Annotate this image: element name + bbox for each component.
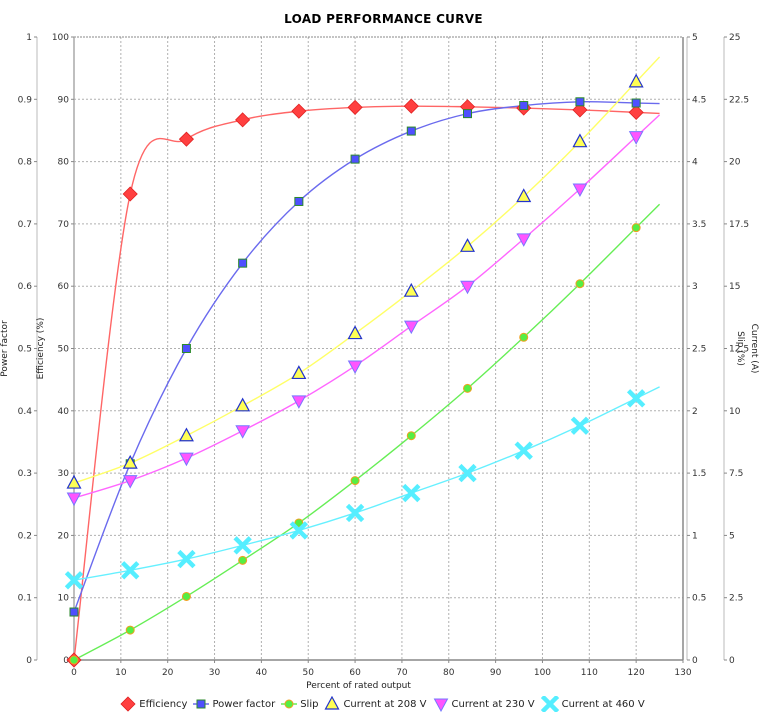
- x-tick-label: 0: [71, 668, 77, 678]
- square-marker-icon: [193, 699, 210, 709]
- power-factor-tick-label: 0.4: [18, 407, 33, 417]
- x-tick-label: 50: [303, 668, 315, 678]
- efficiency-tick-label: 40: [58, 407, 70, 417]
- x-tick-label: 10: [115, 668, 127, 678]
- efficiency-tick-label: 90: [58, 95, 70, 105]
- slip-markers: [69, 223, 641, 665]
- slip-tick-label: 0.5: [692, 594, 706, 604]
- x-tick-label: 70: [396, 668, 408, 678]
- efficiency-tick-label: 20: [58, 531, 70, 541]
- current-tick-label: 2.5: [729, 594, 743, 604]
- current-tick-label: 25: [729, 33, 740, 43]
- current-at-230-v-markers: [66, 131, 644, 507]
- power-factor-tick-label: 0.2: [18, 531, 32, 541]
- slip-tick-label: 2.5: [692, 345, 706, 355]
- slip-tick-label: 3.5: [692, 220, 706, 230]
- x-tick-label: 20: [162, 668, 174, 678]
- legend-item-efficiency: Efficiency: [120, 696, 187, 712]
- x-tick-label: 100: [534, 668, 551, 678]
- power-factor-tick-label: 0.1: [18, 594, 32, 604]
- efficiency-tick-label: 60: [58, 282, 70, 292]
- legend-item-current-at-460-v: Current at 460 V: [540, 696, 645, 712]
- power-factor-markers: [69, 97, 641, 617]
- slip-tick-label: 4: [692, 158, 698, 168]
- diamond-marker-icon: [120, 696, 136, 712]
- legend-label: Current at 208 V: [343, 698, 427, 710]
- x-tick-label: 120: [628, 668, 645, 678]
- x-tick-label: 130: [674, 668, 691, 678]
- slip-axis-label: Slip (%): [735, 331, 745, 366]
- current-tick-label: 22.5: [729, 95, 749, 105]
- legend-item-current-at-230-v: Current at 230 V: [433, 696, 535, 712]
- power-factor-axis-label: Power factor: [0, 320, 10, 377]
- legend-label: Slip: [300, 698, 319, 710]
- current-tick-label: 10: [729, 407, 741, 417]
- current-tick-label: 5: [729, 531, 735, 541]
- slip-tick-label: 4.5: [692, 95, 706, 105]
- slip-tick-label: 1.5: [692, 469, 706, 479]
- current-at-208-v-markers: [66, 73, 644, 489]
- slip-tick-label: 2: [692, 407, 698, 417]
- legend-item-current-at-208-v: Current at 208 V: [324, 696, 427, 712]
- current-axis-label: Current (A): [749, 324, 759, 374]
- current-tick-label: 7.5: [729, 469, 743, 479]
- legend-label: Current at 460 V: [561, 698, 645, 710]
- efficiency-axis-label: Efficiency (%): [36, 318, 46, 380]
- efficiency-tick-label: 0: [63, 656, 69, 666]
- power-factor-tick-label: 1: [26, 33, 32, 43]
- legend-item-slip: Slip: [281, 696, 318, 712]
- efficiency-tick-label: 10: [58, 594, 70, 604]
- current-tick-label: 15: [729, 282, 740, 292]
- power-factor-tick-label: 0.9: [18, 95, 33, 105]
- x-tick-label: 110: [581, 668, 598, 678]
- x-tick-label: 40: [256, 668, 268, 678]
- legend-label: Efficiency: [139, 698, 188, 710]
- x-tick-label: 60: [349, 668, 361, 678]
- current-tick-label: 17.5: [729, 220, 749, 230]
- power-factor-tick-label: 0: [26, 656, 32, 666]
- power-factor-tick-label: 0.3: [18, 469, 32, 479]
- power-factor-tick-label: 0.6: [18, 282, 33, 292]
- legend: Efficiency Power factor Slip Current at 208…: [0, 696, 767, 712]
- triangle-up-marker-icon: [324, 696, 340, 710]
- legend-label: Current at 230 V: [451, 698, 535, 710]
- current-tick-label: 12.5: [729, 345, 749, 355]
- x-tick-label: 90: [490, 668, 502, 678]
- current-tick-label: 20: [729, 158, 741, 168]
- efficiency-tick-label: 70: [58, 220, 70, 230]
- efficiency-tick-label: 30: [58, 469, 70, 479]
- power-factor-tick-label: 0.5: [18, 345, 32, 355]
- efficiency-tick-label: 100: [52, 33, 69, 43]
- slip-tick-label: 3: [692, 282, 698, 292]
- current-tick-label: 0: [729, 656, 735, 666]
- current-at-460-v-markers: [64, 389, 646, 590]
- legend-item-power-factor: Power factor: [193, 696, 275, 712]
- legend-label: Power factor: [212, 698, 276, 710]
- chart-title: LOAD PERFORMANCE CURVE: [284, 12, 483, 26]
- x-marker-icon: [540, 696, 559, 712]
- efficiency-tick-label: 80: [58, 158, 70, 168]
- x-axis-label: Percent of rated output: [306, 681, 411, 691]
- x-tick-label: 30: [209, 668, 221, 678]
- circle-marker-icon: [281, 699, 298, 709]
- slip-tick-label: 0: [692, 656, 698, 666]
- slip-tick-label: 1: [692, 531, 698, 541]
- power-factor-tick-label: 0.7: [18, 220, 32, 230]
- power-factor-tick-label: 0.8: [18, 158, 33, 168]
- efficiency-tick-label: 50: [58, 345, 70, 355]
- slip-tick-label: 5: [692, 33, 698, 43]
- triangle-down-marker-icon: [433, 698, 448, 712]
- x-tick-label: 80: [443, 668, 455, 678]
